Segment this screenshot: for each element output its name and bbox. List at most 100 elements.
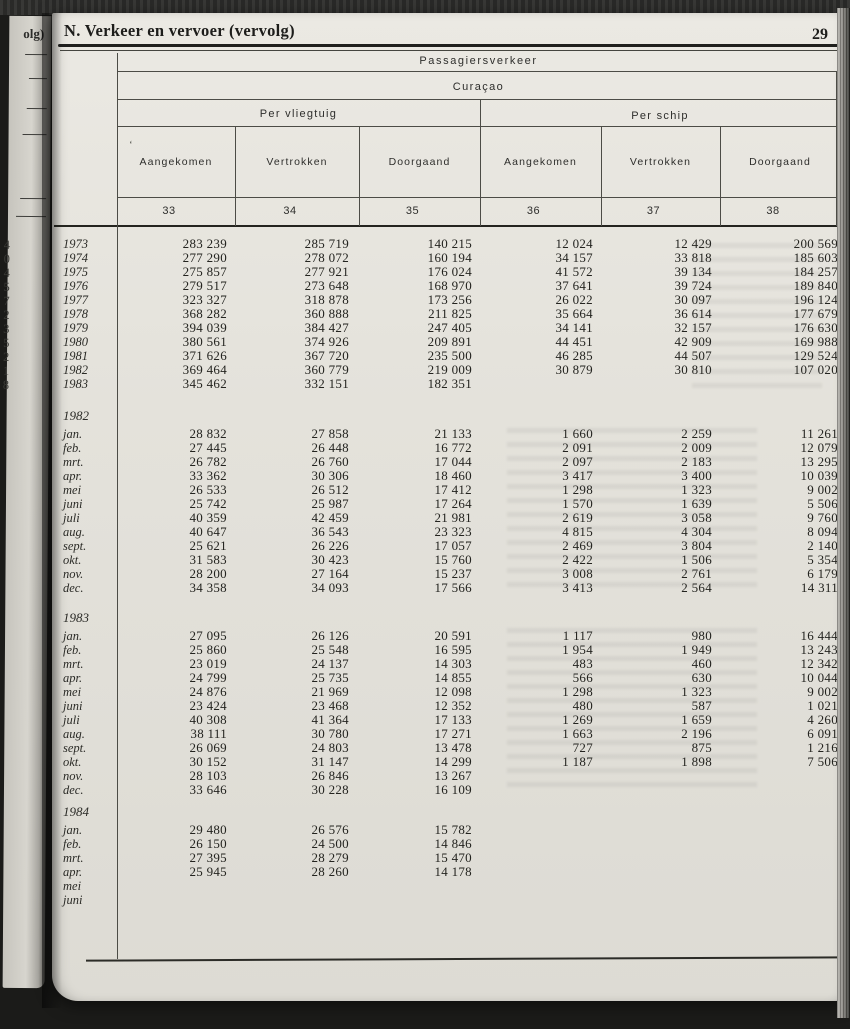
table-row: jan. 27 095 26 126 20 591 1 117 980 16 444 bbox=[55, 628, 840, 644]
row-label: okt. bbox=[63, 553, 82, 567]
cell-value: 14 299 bbox=[434, 754, 472, 769]
cell-value: 23 323 bbox=[434, 524, 472, 539]
cell-value: 2 761 bbox=[681, 566, 712, 581]
cell-value: 14 846 bbox=[434, 836, 472, 851]
cell-value: 26 760 bbox=[311, 454, 349, 469]
column-number: 36 bbox=[526, 205, 541, 217]
cell-value: 15 782 bbox=[434, 822, 472, 837]
table-row: 1977 323 327 318 878 173 256 26 022 30 097 196… bbox=[55, 292, 840, 308]
cell-value: 30 810 bbox=[674, 362, 712, 377]
cell-value: 285 719 bbox=[304, 236, 349, 251]
cell-value: 211 825 bbox=[428, 306, 472, 321]
section-heading: 1984 bbox=[63, 804, 89, 819]
cell-value: 1 021 bbox=[807, 698, 838, 713]
table-subtitle: Curaçao bbox=[452, 81, 505, 93]
cell-value: 1 117 bbox=[562, 628, 593, 643]
previous-page-edge: olg) 4 0 4 5 7 2 3 5 2 1 8 bbox=[2, 15, 52, 989]
table-row: 1981 371 626 367 720 235 500 46 285 44 507 129… bbox=[55, 348, 840, 364]
cell-value: 25 735 bbox=[311, 670, 349, 685]
column-number: 33 bbox=[162, 205, 176, 217]
cell-value: 16 595 bbox=[434, 642, 472, 657]
cell-value: 9 760 bbox=[807, 510, 838, 525]
table-row: 1980 380 561 374 926 209 891 44 451 42 909 169… bbox=[55, 335, 840, 350]
cell-value bbox=[480, 893, 601, 907]
cell-value: 13 243 bbox=[800, 642, 838, 657]
cell-value: 15 470 bbox=[434, 850, 472, 865]
cell-value: 24 799 bbox=[189, 670, 227, 685]
cell-value: 273 648 bbox=[304, 278, 349, 293]
cell-value: 14 855 bbox=[434, 670, 472, 685]
cell-value: 2 564 bbox=[681, 580, 712, 595]
cell-value: 3 058 bbox=[681, 510, 712, 525]
cell-value bbox=[720, 783, 840, 797]
table-line bbox=[359, 126, 360, 226]
cell-value: 28 200 bbox=[189, 566, 227, 581]
table-section: 1973 283 239 285 719 140 215 12 024 12 429 200… bbox=[55, 236, 840, 392]
cell-value: 345 462 bbox=[182, 376, 227, 391]
column-number: 38 bbox=[766, 205, 780, 217]
cell-value: 13 267 bbox=[434, 768, 472, 783]
cell-value: 26 533 bbox=[189, 482, 227, 497]
cell-value: 34 157 bbox=[555, 250, 593, 265]
cell-value: 318 878 bbox=[304, 292, 349, 307]
row-label: jan. bbox=[63, 629, 83, 643]
cell-value: 42 459 bbox=[311, 510, 349, 525]
table-row: apr. 24 799 25 735 14 855 566 630 10 044 bbox=[55, 670, 840, 686]
cell-value: 184 257 bbox=[793, 264, 838, 279]
cell-value: 277 290 bbox=[182, 250, 227, 265]
cell-value: 28 279 bbox=[311, 850, 349, 865]
cell-value: 1 216 bbox=[807, 740, 838, 755]
cell-value: 25 945 bbox=[189, 864, 227, 879]
previous-page-text-fragment: olg) bbox=[23, 25, 45, 42]
cell-value: 17 057 bbox=[434, 538, 472, 553]
cell-value: 1 269 bbox=[562, 712, 593, 727]
row-label: 1973 bbox=[63, 237, 88, 251]
column-number-row: 33 34 35 36 37 38 bbox=[117, 197, 840, 225]
cell-value: 2 183 bbox=[681, 454, 712, 469]
row-label: 1979 bbox=[63, 321, 88, 335]
table-line bbox=[480, 99, 481, 226]
cell-value: 3 400 bbox=[681, 468, 712, 483]
cell-value: 26 576 bbox=[311, 822, 349, 837]
table-row: sept. 26 069 24 803 13 478 727 875 1 216 bbox=[55, 740, 840, 756]
cell-value: 1 187 bbox=[562, 754, 593, 769]
column-number: 37 bbox=[646, 205, 661, 217]
cell-value: 9 002 bbox=[807, 684, 838, 699]
row-label: mei bbox=[63, 483, 82, 497]
cell-value: 12 429 bbox=[674, 236, 712, 251]
table-bottom-rule bbox=[85, 956, 844, 962]
table-row: aug. 38 111 30 780 17 271 1 663 2 196 6 091 bbox=[55, 727, 840, 742]
cell-value bbox=[720, 769, 840, 783]
cell-value: 21 981 bbox=[434, 510, 472, 525]
cell-value bbox=[601, 783, 720, 797]
cell-value: 3 413 bbox=[562, 580, 593, 595]
table-line bbox=[601, 126, 602, 226]
cell-value bbox=[601, 851, 720, 865]
cell-value bbox=[235, 893, 359, 907]
cell-value: 176 024 bbox=[427, 264, 472, 279]
cell-value: 28 103 bbox=[189, 768, 227, 783]
cell-value bbox=[480, 823, 601, 837]
row-label: jan. bbox=[63, 823, 83, 837]
cell-value bbox=[601, 823, 720, 837]
previous-page-rule-fragment bbox=[15, 215, 46, 218]
cell-value: 36 543 bbox=[311, 524, 349, 539]
table-row: 1979 394 039 384 427 247 405 34 141 32 157 176… bbox=[55, 320, 840, 336]
row-label: aug. bbox=[63, 525, 85, 539]
table-row: okt. 31 583 30 423 15 760 2 422 1 506 5 354 bbox=[55, 553, 840, 568]
row-label: juni bbox=[63, 893, 83, 907]
column-number: 35 bbox=[405, 205, 420, 217]
cell-value: 25 860 bbox=[189, 642, 227, 657]
cell-value: 4 304 bbox=[681, 524, 712, 539]
table-row: nov. 28 200 27 164 15 237 3 008 2 761 6 179 bbox=[55, 566, 840, 582]
cell-value: 247 405 bbox=[427, 320, 472, 335]
cell-value: 1 898 bbox=[681, 754, 712, 769]
previous-page-rule-fragment bbox=[25, 53, 48, 56]
cell-value: 129 524 bbox=[793, 348, 838, 363]
cell-value: 8 094 bbox=[807, 524, 838, 539]
cell-value: 980 bbox=[691, 628, 712, 643]
cell-value: 275 857 bbox=[182, 264, 227, 279]
cell-value: 26 226 bbox=[311, 538, 349, 553]
header-rule-thin bbox=[60, 50, 842, 51]
